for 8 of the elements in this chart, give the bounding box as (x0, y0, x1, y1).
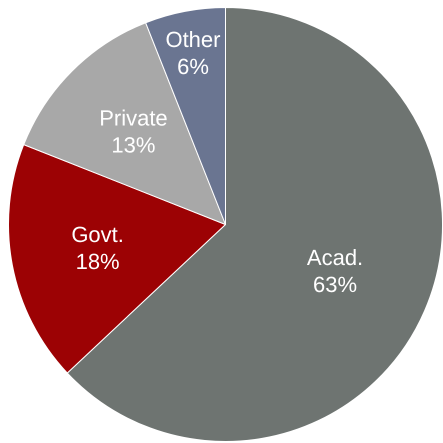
data-label: 13% (111, 132, 156, 158)
slice-label: Govt. (71, 222, 124, 247)
data-label: 63% (313, 272, 358, 297)
slice-label: Acad. (306, 244, 364, 270)
slice-label: Private (99, 105, 168, 130)
data-label: 6% (177, 54, 209, 80)
slice-label: Other (165, 27, 220, 52)
data-label: 18% (76, 248, 120, 274)
